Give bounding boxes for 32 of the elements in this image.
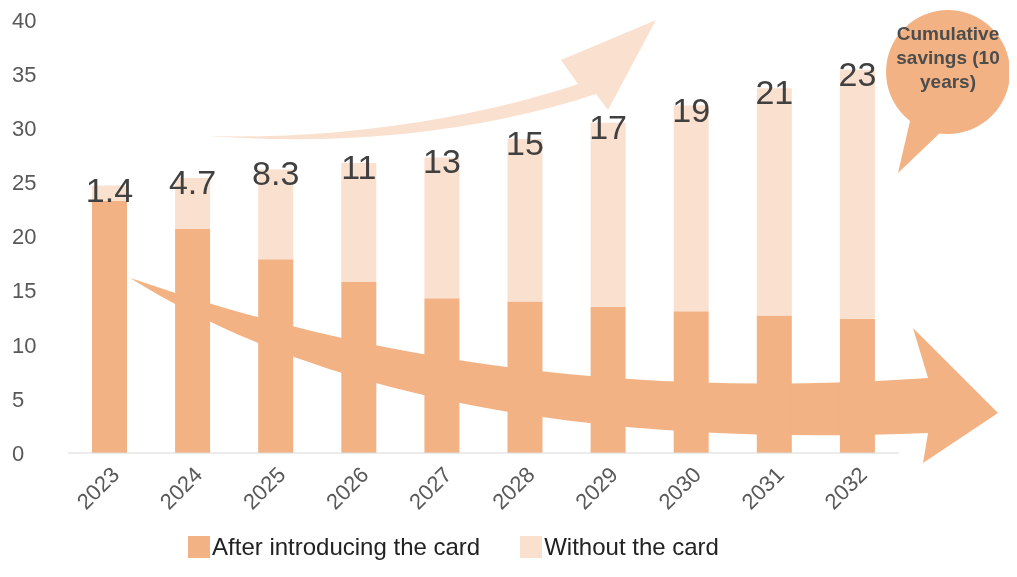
data-label: 15 xyxy=(506,124,544,163)
y-tick-label: 25 xyxy=(12,170,37,196)
legend-label: Without the card xyxy=(544,533,719,561)
bar xyxy=(507,301,543,453)
bar xyxy=(175,228,211,453)
bar xyxy=(590,306,626,453)
y-tick-label: 5 xyxy=(12,386,25,412)
annotation: Cumulative savings (10 years) xyxy=(895,22,1001,94)
y-tick-label: 30 xyxy=(12,116,37,142)
y-tick-label: 40 xyxy=(12,7,37,33)
data-label: 23 xyxy=(838,54,877,93)
bar xyxy=(258,259,294,453)
y-tick-label: 0 xyxy=(12,440,25,466)
y-tick-label: 35 xyxy=(12,61,37,87)
data-label: 11 xyxy=(341,147,377,186)
legend-label: After introducing the card xyxy=(212,533,481,561)
bar xyxy=(673,311,709,453)
bar xyxy=(424,298,460,453)
data-label: 21 xyxy=(755,73,794,112)
bar xyxy=(756,315,792,453)
data-label: 1.4 xyxy=(85,170,134,209)
bar xyxy=(92,200,127,453)
y-tick-label: 10 xyxy=(12,332,37,358)
y-tick-label: 15 xyxy=(12,278,37,304)
bar xyxy=(341,281,377,453)
data-label: 19 xyxy=(672,90,711,129)
data-label: 8.3 xyxy=(252,154,300,193)
bar xyxy=(839,318,875,453)
data-label: 4.7 xyxy=(168,163,217,202)
data-label: 13 xyxy=(422,142,461,181)
y-tick-label: 20 xyxy=(12,224,37,250)
data-label: 17 xyxy=(589,107,628,146)
